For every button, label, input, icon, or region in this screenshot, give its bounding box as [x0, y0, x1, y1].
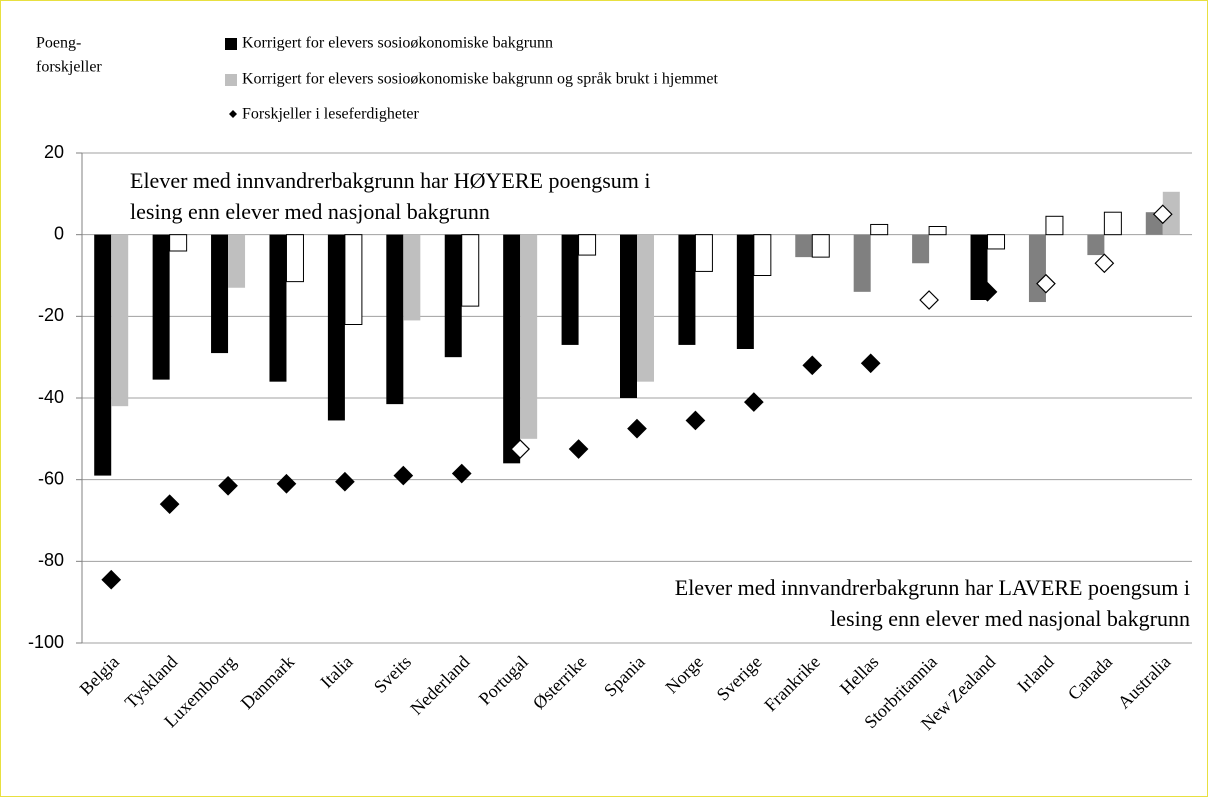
bar — [736, 234, 754, 349]
legend-swatch — [225, 38, 237, 50]
bar — [1045, 215, 1064, 236]
bar — [285, 234, 304, 283]
bar — [970, 234, 988, 300]
legend-label: Forskjeller i leseferdigheter — [242, 106, 419, 123]
x-tick-label: Sverige — [713, 652, 766, 705]
diamond — [919, 290, 939, 310]
diamond — [393, 465, 414, 486]
bar — [1028, 234, 1046, 303]
bar — [344, 234, 363, 326]
bar — [578, 234, 597, 256]
diamond — [802, 355, 823, 376]
x-tick-label: Portugal — [475, 652, 532, 709]
legend-swatch — [229, 110, 237, 118]
bar — [678, 234, 696, 345]
bar — [228, 234, 246, 288]
bar — [1087, 234, 1105, 256]
bar — [503, 234, 521, 464]
annotation: lesing enn elever med nasjonal bakgrunn — [130, 199, 490, 224]
bar — [444, 234, 462, 358]
x-tick-label: Belgia — [76, 652, 123, 699]
diamond — [685, 410, 706, 431]
x-tick-label: Frankrike — [760, 652, 824, 716]
diamond — [1036, 273, 1056, 294]
y-tick-label: -60 — [38, 468, 64, 488]
bar — [386, 234, 404, 405]
y-tick-label: 0 — [54, 223, 64, 243]
diamond — [510, 439, 531, 459]
x-tick-label: Tyskland — [121, 652, 182, 713]
annotation: Elever med innvandrerbakgrunn har HØYERE… — [130, 168, 651, 193]
x-tick-label: Australia — [1114, 652, 1175, 713]
diamond — [627, 418, 647, 439]
bar — [561, 234, 579, 345]
x-tick-label: Østerrike — [529, 652, 591, 714]
x-tick-label: Italia — [316, 652, 356, 692]
bar — [403, 234, 421, 321]
x-tick-label: Norge — [661, 652, 707, 698]
diamond — [159, 494, 180, 515]
diamond — [860, 353, 881, 374]
y-tick-label: 20 — [44, 142, 64, 162]
bar — [811, 234, 830, 258]
bar — [327, 234, 345, 421]
x-tick-label: Danmark — [237, 652, 299, 714]
bar — [211, 234, 229, 354]
x-tick-label: Sveits — [370, 652, 415, 697]
annotation: lesing enn elever med nasjonal bakgrunn — [830, 606, 1190, 631]
y-axis-label: forskjeller — [36, 59, 102, 76]
y-tick-label: -20 — [38, 305, 64, 325]
diamond — [1094, 253, 1115, 274]
bar — [620, 234, 637, 398]
bar — [520, 234, 538, 439]
y-axis-label: Poeng- — [36, 35, 81, 52]
diamond — [451, 463, 472, 484]
diamond — [1152, 204, 1173, 225]
bar — [637, 234, 654, 382]
bar — [152, 234, 170, 380]
annotation: Elever med innvandrerbakgrunn har LAVERE… — [675, 575, 1190, 600]
diamond — [101, 569, 122, 590]
diamond — [568, 439, 589, 459]
bar — [853, 234, 871, 292]
bar — [269, 234, 287, 382]
bar — [928, 226, 947, 236]
x-tick-label: Spania — [600, 652, 649, 701]
diamond — [276, 473, 297, 494]
diamond — [335, 471, 355, 492]
bar — [694, 234, 713, 272]
legend-label: Korrigert for elevers sosioøkonomiske ba… — [242, 71, 718, 88]
bar — [912, 234, 930, 264]
bar — [1103, 211, 1122, 236]
bar — [461, 234, 480, 307]
bar — [753, 234, 772, 277]
diamond — [743, 392, 764, 412]
diamond — [218, 475, 238, 496]
bar — [870, 223, 889, 236]
legend-swatch — [225, 74, 237, 86]
diamond — [977, 281, 998, 302]
x-tick-label: Canada — [1064, 652, 1116, 704]
legend-label: Korrigert for elevers sosioøkonomiske ba… — [242, 35, 553, 52]
bar — [111, 234, 129, 407]
y-tick-label: -100 — [28, 632, 64, 652]
y-tick-label: -80 — [38, 550, 64, 570]
bar — [987, 234, 1006, 250]
x-tick-label: Irland — [1013, 652, 1058, 697]
bar — [94, 234, 112, 476]
bar — [795, 234, 813, 258]
x-tick-label: Hellas — [836, 652, 883, 699]
bar — [169, 234, 188, 252]
x-tick-label: Nederland — [406, 652, 473, 719]
y-tick-label: -40 — [38, 387, 64, 407]
